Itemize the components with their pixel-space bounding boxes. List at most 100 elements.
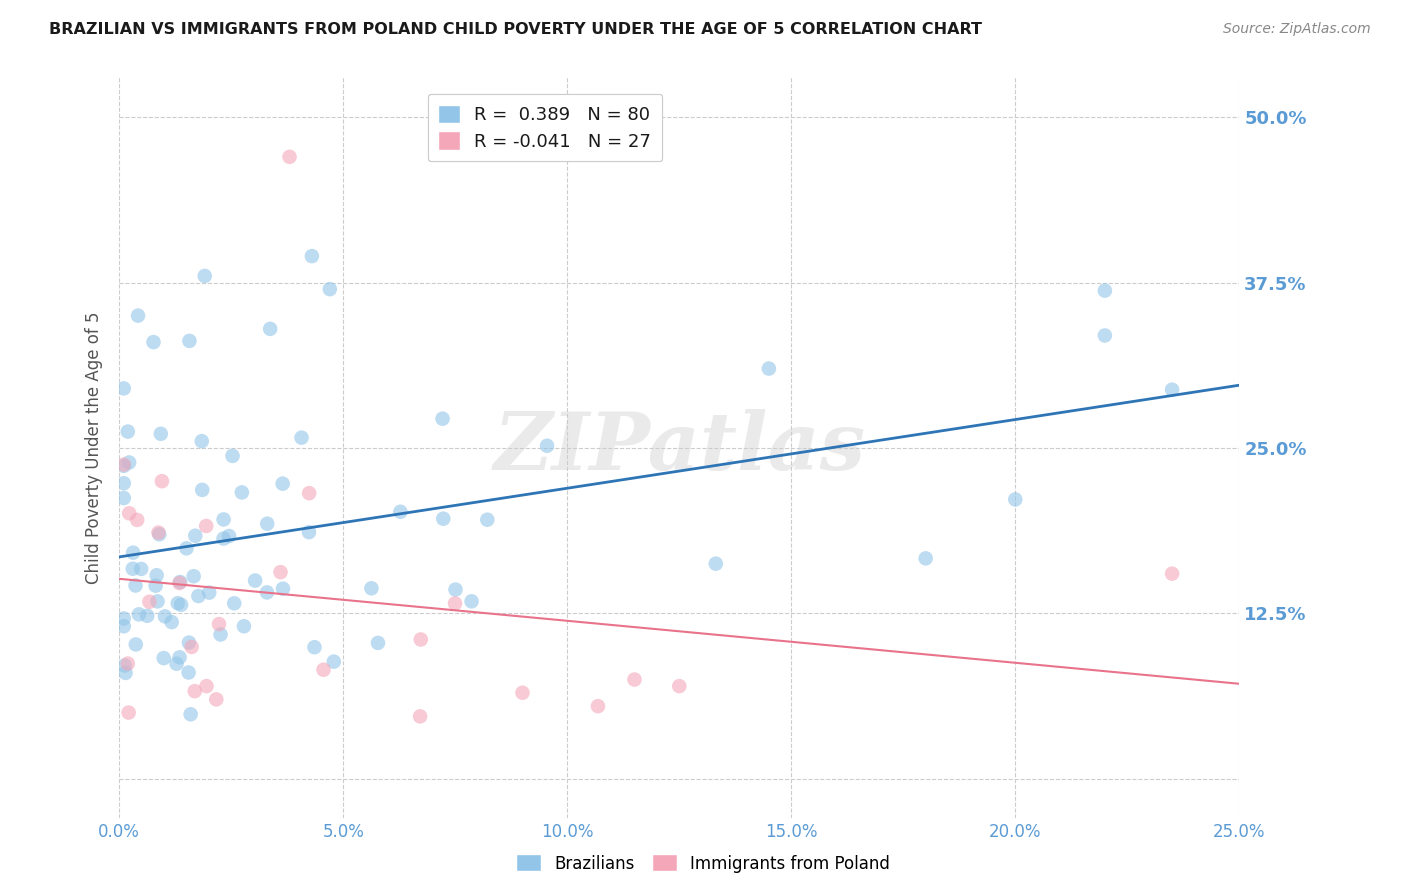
Point <box>312 663 335 677</box>
Point <box>198 585 221 599</box>
Point <box>704 557 727 571</box>
Point <box>278 150 301 164</box>
Point <box>224 596 246 610</box>
Point <box>166 596 188 610</box>
Point <box>444 597 467 611</box>
Point <box>758 361 780 376</box>
Point <box>183 569 205 583</box>
Point <box>1161 566 1184 581</box>
Point <box>136 608 159 623</box>
Point <box>444 582 467 597</box>
Point <box>150 474 173 488</box>
Point <box>124 578 146 592</box>
Point <box>128 607 150 622</box>
Point <box>112 381 135 395</box>
Point <box>231 485 253 500</box>
Point <box>112 458 135 472</box>
Point <box>389 505 412 519</box>
Point <box>232 619 254 633</box>
Point <box>169 576 191 591</box>
Point <box>169 574 191 589</box>
Legend: R =  0.389   N = 80, R = -0.041   N = 27: R = 0.389 N = 80, R = -0.041 N = 27 <box>427 94 662 161</box>
Point <box>112 458 135 473</box>
Point <box>205 692 228 706</box>
Y-axis label: Child Poverty Under the Age of 5: Child Poverty Under the Age of 5 <box>86 311 103 584</box>
Point <box>586 699 609 714</box>
Point <box>256 516 278 531</box>
Point <box>271 476 294 491</box>
Point <box>117 657 139 671</box>
Point <box>212 532 235 546</box>
Point <box>127 309 149 323</box>
Point <box>148 527 170 541</box>
Point <box>304 640 326 655</box>
Point <box>301 249 323 263</box>
Point <box>112 476 135 491</box>
Point <box>432 511 454 525</box>
Point <box>118 455 141 469</box>
Point <box>148 525 170 540</box>
Point <box>256 585 278 599</box>
Point <box>142 335 165 350</box>
Point <box>623 673 645 687</box>
Point <box>145 579 167 593</box>
Point <box>298 486 321 500</box>
Point <box>243 574 266 588</box>
Point <box>218 529 240 543</box>
Point <box>208 617 231 632</box>
Point <box>177 665 200 680</box>
Point <box>460 594 482 608</box>
Point <box>146 594 169 608</box>
Text: Source: ZipAtlas.com: Source: ZipAtlas.com <box>1223 22 1371 37</box>
Point <box>536 439 558 453</box>
Point <box>259 322 281 336</box>
Point <box>112 619 135 633</box>
Point <box>432 411 454 425</box>
Point <box>221 449 243 463</box>
Point <box>1094 284 1116 298</box>
Point <box>298 525 321 540</box>
Point <box>114 658 136 673</box>
Point <box>118 706 141 720</box>
Point <box>209 627 232 641</box>
Point <box>118 506 141 520</box>
Point <box>360 581 382 595</box>
Text: BRAZILIAN VS IMMIGRANTS FROM POLAND CHILD POVERTY UNDER THE AGE OF 5 CORRELATION: BRAZILIAN VS IMMIGRANTS FROM POLAND CHIL… <box>49 22 983 37</box>
Point <box>153 609 176 624</box>
Point <box>187 589 209 603</box>
Point <box>270 565 292 579</box>
Point <box>127 513 149 527</box>
Point <box>195 519 218 533</box>
Point <box>176 541 198 556</box>
Point <box>180 640 202 654</box>
Point <box>177 635 200 649</box>
Point <box>122 546 145 560</box>
Point <box>668 679 690 693</box>
Point <box>322 655 344 669</box>
Point <box>160 615 183 629</box>
Point <box>179 334 201 348</box>
Point <box>290 431 312 445</box>
Point <box>367 636 389 650</box>
Point <box>184 529 207 543</box>
Point <box>191 483 214 497</box>
Point <box>112 611 135 625</box>
Point <box>169 650 191 665</box>
Point <box>319 282 342 296</box>
Point <box>477 513 499 527</box>
Legend: Brazilians, Immigrants from Poland: Brazilians, Immigrants from Poland <box>509 847 897 880</box>
Point <box>914 551 936 566</box>
Point <box>180 707 202 722</box>
Point <box>125 637 148 651</box>
Point <box>191 434 214 449</box>
Point <box>129 562 152 576</box>
Point <box>138 595 160 609</box>
Point <box>117 425 139 439</box>
Point <box>112 491 135 505</box>
Point <box>195 679 218 693</box>
Point <box>409 632 432 647</box>
Point <box>166 657 188 671</box>
Point <box>170 598 193 612</box>
Point <box>152 651 174 665</box>
Point <box>271 582 294 596</box>
